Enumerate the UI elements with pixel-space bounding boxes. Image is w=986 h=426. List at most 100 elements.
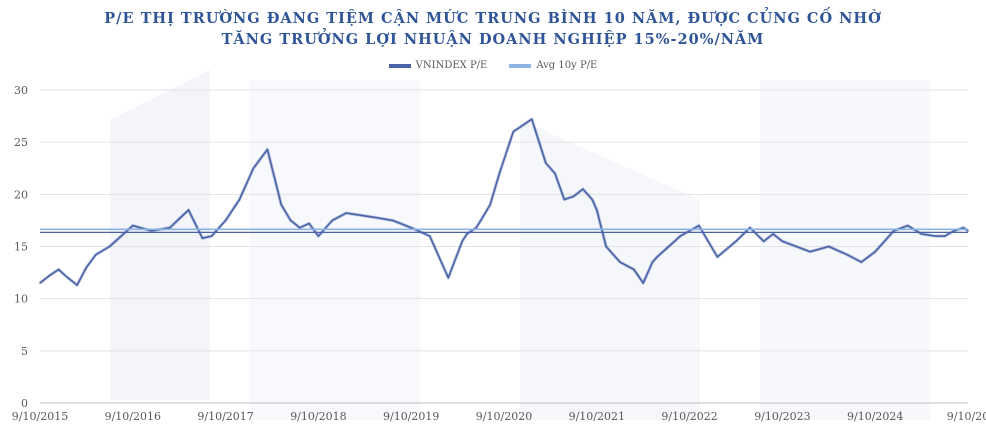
data-point-vnindex-pe xyxy=(906,224,909,227)
data-point-vnindex-pe xyxy=(698,224,700,227)
data-point-vnindex-pe xyxy=(67,277,69,279)
series-line-vnindex-pe-shadow xyxy=(39,117,969,287)
x-tick-label: 9/10/2019 xyxy=(383,410,439,423)
data-point-vnindex-pe xyxy=(345,212,348,214)
data-point-vnindex-pe xyxy=(716,256,719,258)
data-point-vnindex-pe xyxy=(224,219,227,222)
legend-swatch-vnindex-pe xyxy=(388,63,411,68)
data-point-vnindex-pe xyxy=(962,226,965,229)
data-point-vnindex-pe xyxy=(210,235,213,237)
x-tick-label: 9/10/2017 xyxy=(197,410,253,423)
data-point-vnindex-pe xyxy=(289,219,292,222)
data-point-vnindex-pe xyxy=(572,195,575,198)
data-point-vnindex-pe xyxy=(331,219,334,222)
series-line-vnindex-pe xyxy=(39,118,969,286)
data-point-vnindex-pe xyxy=(656,256,658,258)
data-point-vnindex-pe xyxy=(447,277,450,279)
y-tick-label: 15 xyxy=(14,241,28,254)
legend-swatch-avg-pe xyxy=(509,63,532,68)
data-point-vnindex-pe xyxy=(619,261,621,263)
data-point-vnindex-pe xyxy=(76,284,78,286)
data-point-vnindex-pe xyxy=(480,219,482,222)
legend-label-vnindex-pe: VNINDEX P/E xyxy=(415,60,488,71)
data-point-vnindex-pe xyxy=(238,198,241,201)
data-point-vnindex-pe xyxy=(846,254,849,256)
chart-title-line2: TĂNG TRƯỞNG LỢI NHUẬN DOANH NGHIỆP 15%-2… xyxy=(221,31,765,48)
data-point-vnindex-pe xyxy=(461,240,464,243)
data-point-vnindex-pe xyxy=(475,226,477,229)
data-point-vnindex-pe xyxy=(809,250,812,253)
data-point-vnindex-pe xyxy=(967,230,969,232)
data-point-vnindex-pe xyxy=(605,245,607,248)
data-point-vnindex-pe xyxy=(266,148,269,151)
data-point-vnindex-pe xyxy=(391,219,394,222)
x-tick-label: 9/10/20 xyxy=(947,410,986,423)
data-point-vnindex-pe xyxy=(633,268,635,271)
data-point-vnindex-pe xyxy=(874,250,876,253)
data-point-vnindex-pe xyxy=(763,240,765,243)
y-tick-label: 10 xyxy=(14,293,28,306)
x-tick-label: 9/10/2020 xyxy=(476,410,532,423)
data-point-vnindex-pe xyxy=(39,282,41,284)
data-point-vnindex-pe xyxy=(201,237,204,239)
chart-title-line1: P/E THỊ TRƯỜNG ĐANG TIỆM CẬN MỨC TRUNG B… xyxy=(104,10,882,27)
data-point-vnindex-pe xyxy=(735,240,737,243)
data-point-vnindex-pe xyxy=(651,261,654,263)
data-point-vnindex-pe xyxy=(85,266,88,269)
data-point-vnindex-pe xyxy=(512,130,515,133)
x-tick-label: 9/10/2015 xyxy=(12,410,68,423)
y-tick-label: 5 xyxy=(21,345,28,358)
data-point-vnindex-pe xyxy=(317,235,320,237)
data-point-vnindex-pe xyxy=(781,240,784,243)
x-tick-label: 9/10/2021 xyxy=(569,410,625,423)
data-point-vnindex-pe xyxy=(498,172,501,175)
data-point-vnindex-pe xyxy=(280,203,283,206)
y-tick-label: 30 xyxy=(14,84,28,97)
x-tick-label: 9/10/2024 xyxy=(847,410,903,423)
data-point-vnindex-pe xyxy=(544,162,547,164)
data-point-vnindex-pe xyxy=(596,209,598,211)
legend-label-avg-pe: Avg 10y P/E xyxy=(536,60,598,71)
data-point-vnindex-pe xyxy=(48,274,51,277)
data-point-vnindex-pe xyxy=(828,245,830,248)
chart-title: P/E THỊ TRƯỜNG ĐANG TIỆM CẬN MỨC TRUNG B… xyxy=(0,8,986,50)
data-point-vnindex-pe xyxy=(466,233,468,235)
data-point-vnindex-pe xyxy=(57,268,60,271)
data-point-vnindex-pe xyxy=(359,214,361,216)
data-point-vnindex-pe xyxy=(749,226,751,229)
data-point-vnindex-pe xyxy=(187,209,190,211)
legend-item-vnindex-pe: VNINDEX P/E xyxy=(388,60,488,71)
data-point-vnindex-pe xyxy=(169,226,171,229)
data-point-vnindex-pe xyxy=(108,245,111,248)
chart-legend: VNINDEX P/E Avg 10y P/E xyxy=(0,60,986,71)
data-point-vnindex-pe xyxy=(772,233,774,235)
data-point-vnindex-pe xyxy=(665,247,668,250)
data-point-vnindex-pe xyxy=(410,226,413,229)
data-point-vnindex-pe xyxy=(252,167,255,170)
data-point-vnindex-pe xyxy=(554,172,556,175)
data-point-vnindex-pe xyxy=(679,235,682,237)
x-tick-label: 9/10/2022 xyxy=(661,410,717,423)
data-point-vnindex-pe xyxy=(132,224,134,227)
data-point-vnindex-pe xyxy=(934,235,937,237)
data-point-vnindex-pe xyxy=(860,261,863,263)
data-point-vnindex-pe xyxy=(892,230,895,232)
data-point-vnindex-pe xyxy=(920,233,923,235)
data-point-vnindex-pe xyxy=(150,230,153,232)
data-point-vnindex-pe xyxy=(531,118,533,121)
legend-item-avg-pe: Avg 10y P/E xyxy=(509,60,597,71)
data-point-vnindex-pe xyxy=(944,235,946,237)
data-point-vnindex-pe xyxy=(795,245,798,248)
y-tick-label: 0 xyxy=(21,397,28,410)
data-point-vnindex-pe xyxy=(582,188,584,190)
data-point-vnindex-pe xyxy=(299,226,301,229)
data-point-vnindex-pe xyxy=(953,230,955,232)
x-tick-label: 9/10/2016 xyxy=(105,410,161,423)
data-point-vnindex-pe xyxy=(489,203,491,206)
data-point-vnindex-pe xyxy=(94,254,97,256)
data-point-vnindex-pe xyxy=(308,222,310,225)
x-tick-label: 9/10/2023 xyxy=(754,410,810,423)
data-point-vnindex-pe xyxy=(642,282,644,284)
data-point-vnindex-pe xyxy=(373,216,375,219)
